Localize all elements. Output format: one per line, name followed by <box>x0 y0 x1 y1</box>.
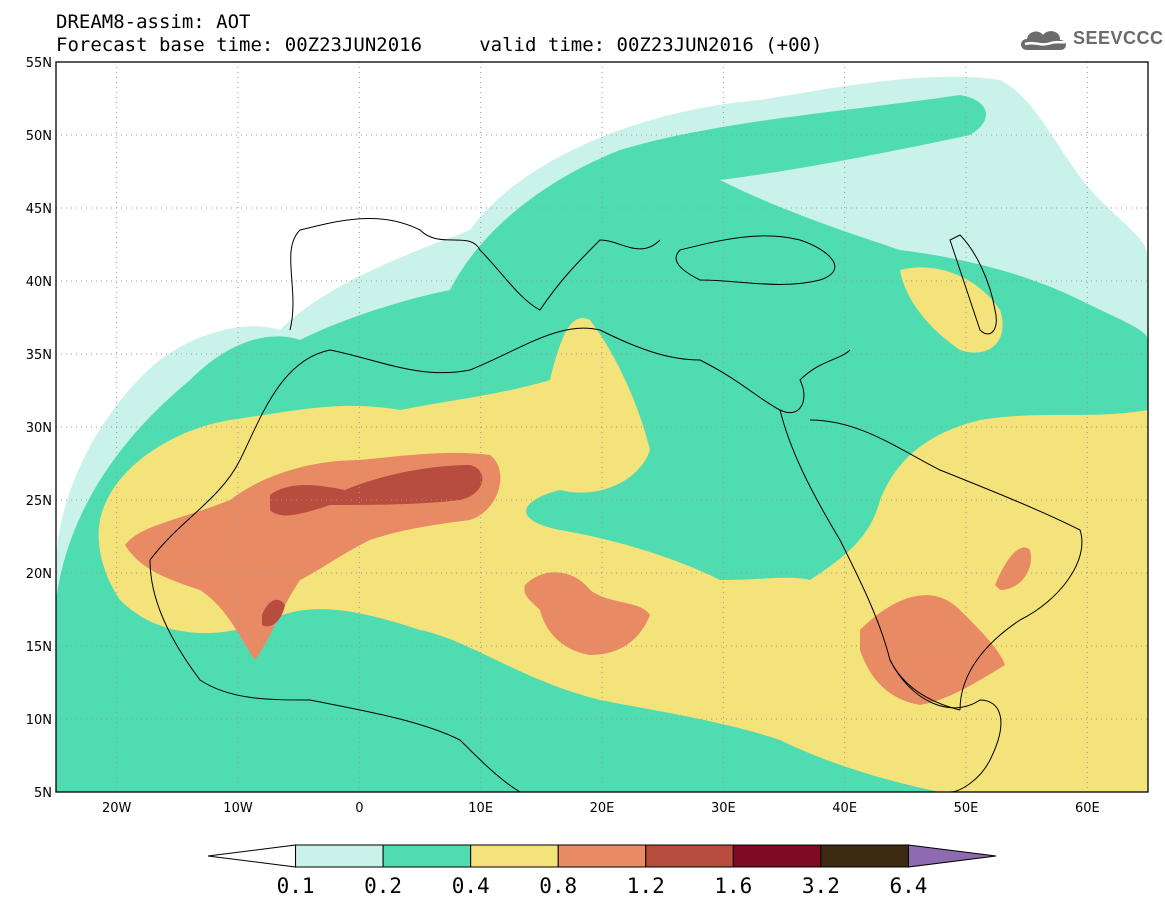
lon-label: 20W <box>102 801 132 816</box>
lon-label: 30E <box>711 801 736 816</box>
lat-label: 50N <box>26 129 52 144</box>
colorbar-segment <box>382 844 472 868</box>
seevccc-logo: SEEVCCC <box>1017 22 1163 56</box>
coastline-black-sea <box>675 235 836 285</box>
graticule <box>56 62 1148 792</box>
colorbar-segment <box>470 844 559 868</box>
aot-band-1.2-mali <box>262 599 285 627</box>
map-title: DREAM8-assim: AOT <box>56 11 251 33</box>
coastline-europe <box>289 217 661 331</box>
lat-label: 15N <box>26 640 52 655</box>
lat-label: 20N <box>26 567 52 582</box>
aot-fields <box>56 76 1148 792</box>
cloud-icon <box>1021 31 1066 50</box>
colorbar-segment <box>907 844 997 868</box>
colorbar-segment <box>207 844 297 868</box>
lat-label: 40N <box>26 275 52 290</box>
lat-label: 25N <box>26 494 52 509</box>
coastline-west-africa <box>149 459 521 792</box>
lon-label: 50E <box>954 801 979 816</box>
aot-band-0.8 <box>125 452 501 660</box>
aot-band-1.2 <box>270 465 483 516</box>
colorbar-label: 3.2 <box>802 874 840 898</box>
lon-label: 20E <box>590 801 615 816</box>
coastline-red-sea <box>779 409 961 711</box>
lat-label: 5N <box>34 786 52 801</box>
colorbar-label: 1.6 <box>714 874 752 898</box>
coastline-horn-africa <box>889 659 1002 792</box>
aot-band-0.8-chad <box>524 572 650 655</box>
coastline-mediterranean <box>239 327 851 461</box>
aot-band-0.8-arabia <box>860 595 1005 705</box>
colorbar-label: 1.2 <box>627 874 665 898</box>
coastline-arabia <box>809 419 1083 711</box>
coastlines <box>149 217 1083 792</box>
colorbar-segment <box>557 844 647 868</box>
map-frame <box>55 61 1149 793</box>
colorbar-label: 0.4 <box>452 874 490 898</box>
forecast-time-line: Forecast base time: 00Z23JUN2016 valid t… <box>56 34 823 56</box>
aot-band-0.8-oman <box>995 547 1031 590</box>
lat-label: 45N <box>26 202 52 217</box>
logo-text: SEEVCCC <box>1073 28 1164 48</box>
lat-label: 10N <box>26 713 52 728</box>
colorbar-segment <box>295 844 384 868</box>
colorbar-labels: 0.1 0.2 0.4 0.8 1.2 1.6 3.2 6.4 <box>277 874 928 898</box>
aot-band-0.4-north <box>900 267 1003 353</box>
colorbar-segment <box>820 844 909 868</box>
colorbar-segment <box>732 844 822 868</box>
lon-label: 60E <box>1075 801 1100 816</box>
colorbar-label: 0.2 <box>364 874 402 898</box>
colorbar-segment <box>645 844 734 868</box>
lon-label: 40E <box>832 801 857 816</box>
latitude-labels: 55N 50N 45N 40N 35N 30N 25N 20N 15N 10N 5N <box>26 56 52 801</box>
coastline-caspian <box>949 234 997 335</box>
lat-label: 35N <box>26 348 52 363</box>
lon-label: 0 <box>355 801 363 816</box>
lon-label: 10W <box>223 801 253 816</box>
longitude-labels: 20W 10W 0 10E 20E 30E 40E 50E 60E <box>102 801 1100 816</box>
lat-label: 55N <box>26 56 52 71</box>
lon-label: 10E <box>468 801 493 816</box>
lat-label: 30N <box>26 421 52 436</box>
colorbar-label: 0.1 <box>277 874 315 898</box>
colorbar <box>207 844 997 868</box>
colorbar-label: 6.4 <box>889 874 927 898</box>
colorbar-label: 0.8 <box>539 874 577 898</box>
